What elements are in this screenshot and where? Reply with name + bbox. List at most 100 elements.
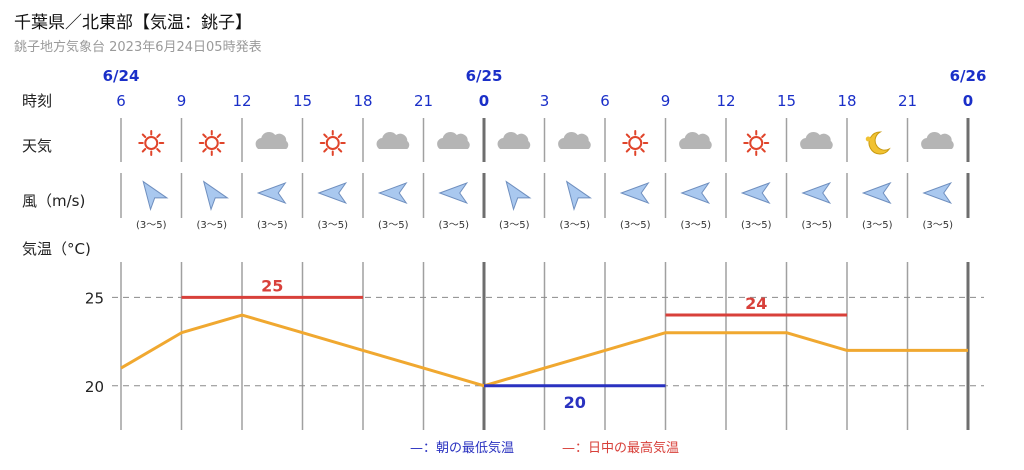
moon-shape [868, 131, 891, 155]
cloud-shape [497, 131, 531, 149]
sun-ray [141, 148, 147, 153]
sun-ray [746, 133, 752, 138]
wind-speed-label: (3〜5) [378, 220, 409, 231]
hour-label: 6 [600, 92, 610, 110]
sunny-icon [198, 130, 225, 156]
cloud-shape [921, 131, 954, 149]
sunny-icon [622, 130, 649, 156]
wind-speed-label: (3〜5) [862, 220, 893, 231]
wind-arrow-shape [740, 181, 771, 205]
wind-speed-label: (3〜5) [559, 220, 590, 231]
sun-ray [625, 148, 631, 153]
max-temp-label: 24 [745, 294, 767, 313]
wind-arrow-icon [922, 181, 953, 205]
hour-label: 18 [353, 92, 372, 110]
wind-arrow-shape [565, 180, 592, 212]
sun-ray [640, 148, 645, 153]
hour-label: 3 [540, 92, 550, 110]
wind-arrow-shape [377, 181, 408, 205]
wind-speed-label: (3〜5) [438, 220, 469, 231]
wind-arrow-shape [861, 181, 892, 205]
sun-ray [337, 148, 343, 153]
sun-ray [625, 133, 631, 138]
sun-ray [761, 133, 766, 138]
wind-arrow-shape [801, 181, 832, 205]
sun-ray [216, 148, 222, 153]
sun-ray [323, 148, 328, 153]
star-dot [865, 136, 871, 142]
hour-label: 12 [716, 92, 735, 110]
cloudy-icon [800, 131, 833, 149]
wind-arrow-icon [619, 181, 650, 205]
wind-arrow-shape [202, 180, 229, 212]
wind-arrow-icon [861, 181, 892, 205]
weather-row-label: 天気 [22, 137, 52, 155]
hour-label: 18 [837, 92, 856, 110]
date-label: 6/26 [950, 67, 987, 85]
sun-ray [746, 148, 752, 153]
sunny-icon [138, 130, 165, 156]
sunny-icon [319, 130, 346, 156]
y-tick-label: 25 [85, 289, 104, 307]
wind-speed-label: (3〜5) [741, 220, 772, 231]
min-temp-label: 20 [564, 393, 586, 412]
date-label: 6/24 [103, 67, 140, 85]
sun-ray [156, 148, 161, 153]
wind-arrow-shape [505, 180, 532, 212]
max-temp-label: 25 [261, 276, 283, 295]
wind-arrow-shape [256, 181, 287, 205]
cloud-shape [800, 131, 833, 149]
hour-label: 21 [898, 92, 917, 110]
wind-arrow-icon [801, 181, 832, 205]
cloudy-icon [497, 131, 531, 149]
wind-arrow-icon [377, 181, 408, 205]
legend-max: —：日中の最高気温 [562, 440, 679, 456]
sun-ray [323, 133, 328, 138]
wind-speed-label: (3〜5) [499, 220, 530, 231]
page-title: 千葉県／北東部【気温：銚子】 [14, 13, 252, 33]
wind-speed-label: (3〜5) [801, 220, 832, 231]
hour-label: 15 [777, 92, 796, 110]
wind-arrow-icon [202, 180, 229, 212]
wind-arrow-icon [142, 180, 169, 212]
wind-speed-label: (3〜5) [136, 220, 167, 231]
temp-row-label: 気温（°C) [22, 240, 91, 258]
sun-ray [156, 133, 161, 138]
wind-arrow-icon [317, 181, 348, 205]
wind-arrow-shape [317, 181, 348, 205]
sun-core [325, 136, 340, 150]
sun-ray [761, 148, 766, 153]
wind-speed-label: (3〜5) [922, 220, 953, 231]
sun-ray [216, 133, 222, 138]
sun-core [628, 136, 643, 150]
wind-arrow-icon [565, 180, 592, 212]
cloudy-icon [437, 131, 470, 149]
wind-arrow-icon [740, 181, 771, 205]
sun-core [204, 136, 219, 150]
sun-core [749, 136, 764, 150]
wind-arrow-shape [142, 180, 169, 212]
wind-speed-label: (3〜5) [257, 220, 288, 231]
wind-row-label: 風（m/s) [22, 192, 85, 210]
issued-info: 銚子地方気象台 2023年6月24日05時発表 [14, 40, 262, 55]
date-label: 6/25 [466, 67, 503, 85]
hour-label: 15 [293, 92, 312, 110]
time-row-label: 時刻 [22, 92, 52, 110]
wind-arrow-icon [680, 181, 711, 205]
hour-label: 0 [479, 92, 489, 110]
wind-speed-label: (3〜5) [317, 220, 348, 231]
legend-min: —：朝の最低気温 [410, 440, 514, 456]
sun-ray [141, 133, 147, 138]
hour-label: 0 [963, 92, 973, 110]
hour-label: 6 [116, 92, 126, 110]
wind-speed-label: (3〜5) [196, 220, 227, 231]
wind-arrow-shape [619, 181, 650, 205]
hour-label: 9 [177, 92, 187, 110]
cloud-shape [376, 131, 410, 149]
sun-ray [202, 148, 207, 153]
hour-label: 9 [661, 92, 671, 110]
sun-ray [202, 133, 207, 138]
hour-label: 12 [232, 92, 251, 110]
cloud-shape [558, 131, 591, 149]
